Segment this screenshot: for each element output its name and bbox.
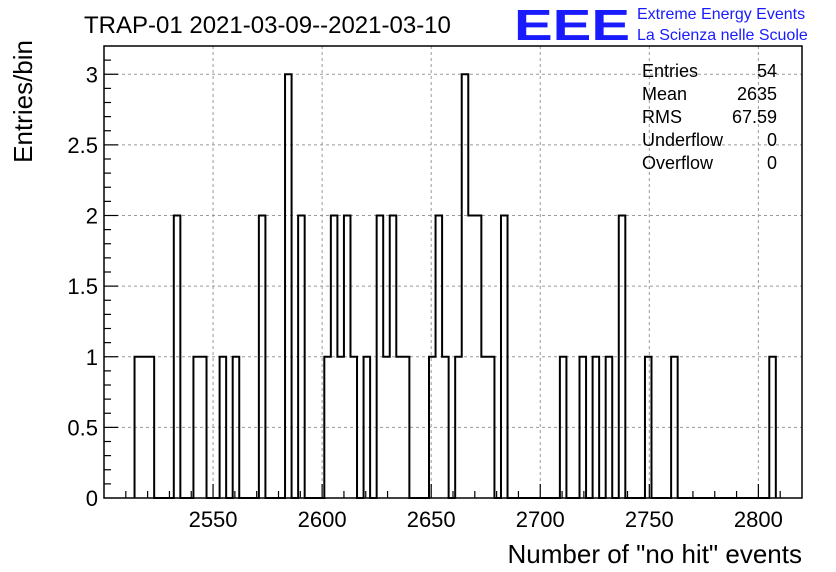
x-axis-label: Number of "no hit" events: [508, 539, 803, 569]
stats-entries-value: 54: [757, 61, 777, 81]
histogram-bin: [148, 357, 155, 498]
histogram-bin: [436, 216, 443, 499]
stats-box: Entries 54 Mean 2635 RMS 67.59 Underflow…: [642, 61, 777, 173]
histogram-bin: [619, 216, 626, 499]
stats-mean-value: 2635: [737, 84, 777, 104]
histogram-bin: [344, 216, 351, 499]
stats-rms-label: RMS: [642, 107, 682, 127]
x-tick-label: 2800: [734, 507, 783, 532]
x-tick-label: 2550: [189, 507, 238, 532]
histogram-bin: [429, 357, 436, 498]
histogram-bin: [560, 357, 567, 498]
histogram-bin: [396, 357, 403, 498]
histogram-bin: [337, 357, 344, 498]
histogram-bin: [233, 357, 240, 498]
chart-title: TRAP-01 2021-03-09--2021-03-10: [84, 12, 451, 39]
histogram-bin: [769, 357, 776, 498]
stats-underflow-label: Underflow: [642, 130, 724, 150]
x-tick-label: 2600: [298, 507, 347, 532]
histogram-bin: [462, 74, 469, 498]
x-tick-label: 2750: [625, 507, 674, 532]
histogram-bin: [383, 357, 390, 498]
stats-overflow-value: 0: [767, 153, 777, 173]
grid-lines: [104, 46, 802, 498]
y-tick-label: 0: [86, 486, 98, 511]
histogram-bin: [488, 357, 495, 498]
histogram-bin: [390, 216, 397, 499]
plot-frame: [103, 45, 803, 499]
y-tick-label: 3: [86, 62, 98, 87]
histogram-bin: [174, 216, 181, 499]
y-tick-label: 2: [86, 204, 98, 229]
y-tick-label: 1: [86, 345, 98, 370]
x-tick-label: 2700: [516, 507, 565, 532]
y-tick-label: 2.5: [67, 133, 98, 158]
histogram-bin: [501, 216, 508, 499]
histogram-bin: [141, 357, 148, 498]
y-tick-label: 1.5: [67, 274, 98, 299]
stats-entries-label: Entries: [642, 61, 698, 81]
eee-logo: EEE Extreme Energy Events La Scienza nel…: [514, 1, 808, 50]
stats-underflow-value: 0: [767, 130, 777, 150]
histogram-bin: [475, 216, 482, 499]
eee-logo-line2: La Scienza nelle Scuole: [637, 27, 808, 44]
histogram-bin: [200, 357, 207, 498]
histogram-bin: [364, 357, 371, 498]
eee-logo-line1: Extreme Energy Events: [637, 6, 805, 23]
histogram-bin: [645, 357, 652, 498]
histogram-bin: [135, 357, 142, 498]
stats-mean-label: Mean: [642, 84, 687, 104]
histogram-bin: [442, 357, 449, 498]
histogram-bin: [298, 216, 305, 499]
histogram-bins: [133, 73, 777, 499]
y-axis-label: Entries/bin: [8, 40, 38, 163]
eee-logo-mark: EEE: [514, 1, 630, 50]
histogram-bin: [403, 357, 410, 498]
histogram-bin: [606, 357, 613, 498]
histogram-outline: [133, 73, 777, 499]
histogram-bin: [593, 357, 600, 498]
x-tick-label: 2650: [407, 507, 456, 532]
histogram-bin: [455, 357, 462, 498]
histogram-bin: [580, 357, 587, 498]
histogram-bin: [468, 216, 475, 499]
stats-rms-value: 67.59: [732, 107, 777, 127]
histogram-bin: [220, 357, 227, 498]
histogram-bin: [481, 357, 488, 498]
histogram-bin: [350, 357, 357, 498]
histogram-bin: [259, 216, 266, 499]
histogram-bin: [285, 74, 292, 498]
stats-overflow-label: Overflow: [642, 153, 714, 173]
axes: 2550 2600 2650 2700 2750 2800 0 0.5 1 1.5 2 2.5 3: [67, 59, 783, 532]
histogram-bin: [377, 216, 384, 499]
histogram-bin: [331, 216, 338, 499]
histogram-bin: [671, 357, 678, 498]
histogram-bin: [193, 357, 200, 498]
histogram-bin: [324, 357, 331, 498]
y-tick-label: 0.5: [67, 415, 98, 440]
